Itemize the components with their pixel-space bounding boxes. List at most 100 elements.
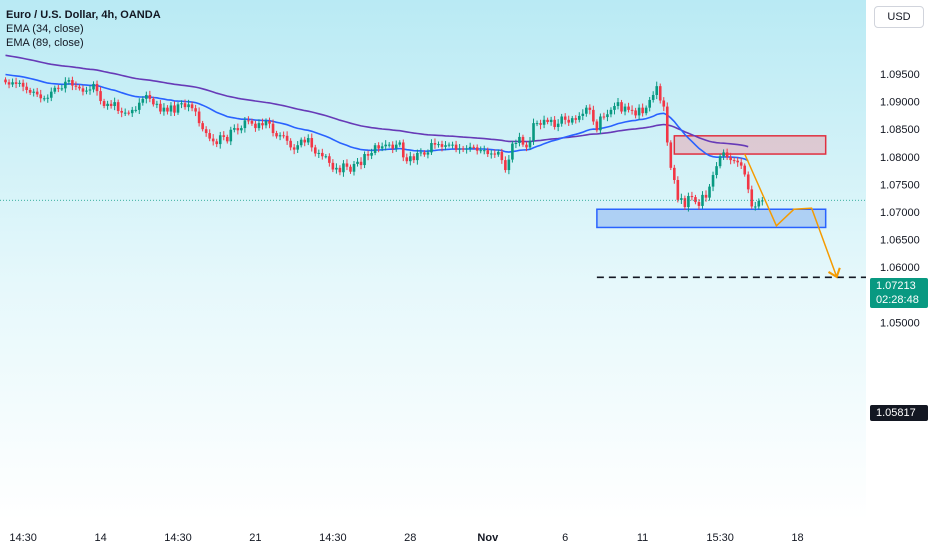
candle-body[interactable] xyxy=(134,109,138,111)
candle-body[interactable] xyxy=(331,162,335,170)
candle-body[interactable] xyxy=(345,163,349,167)
candle-body[interactable] xyxy=(204,129,208,134)
candle-body[interactable] xyxy=(394,144,398,149)
candle-body[interactable] xyxy=(25,86,28,91)
candle-body[interactable] xyxy=(141,98,145,103)
candle-body[interactable] xyxy=(349,166,352,172)
candle-body[interactable] xyxy=(623,106,627,112)
candle-body[interactable] xyxy=(409,156,412,162)
candle-body[interactable] xyxy=(197,111,201,124)
candle-body[interactable] xyxy=(81,88,85,92)
candle-body[interactable] xyxy=(401,142,405,158)
candle-body[interactable] xyxy=(67,80,71,82)
candle-body[interactable] xyxy=(761,200,764,202)
candle-body[interactable] xyxy=(592,109,595,122)
candle-body[interactable] xyxy=(585,107,588,114)
candle-body[interactable] xyxy=(655,86,659,95)
candle-body[interactable] xyxy=(437,144,440,146)
candle-body[interactable] xyxy=(222,135,226,137)
candle-body[interactable] xyxy=(71,80,74,86)
candle-body[interactable] xyxy=(732,160,736,162)
currency-button[interactable]: USD xyxy=(874,6,924,28)
candle-body[interactable] xyxy=(708,186,711,198)
candle-body[interactable] xyxy=(648,99,651,108)
candle-body[interactable] xyxy=(387,144,391,146)
candle-body[interactable] xyxy=(711,175,715,187)
candle-body[interactable] xyxy=(57,87,60,89)
candle-body[interactable] xyxy=(690,195,694,198)
candle-body[interactable] xyxy=(328,156,331,163)
candle-body[interactable] xyxy=(169,105,173,112)
candle-body[interactable] xyxy=(123,112,127,114)
candle-body[interactable] xyxy=(574,118,578,120)
candle-body[interactable] xyxy=(4,79,7,83)
candle-body[interactable] xyxy=(687,195,690,208)
candle-body[interactable] xyxy=(190,104,194,109)
candle-body[interactable] xyxy=(620,102,623,112)
candle-body[interactable] xyxy=(363,154,366,166)
candle-body[interactable] xyxy=(366,154,370,156)
candle-body[interactable] xyxy=(416,152,419,161)
candle-body[interactable] xyxy=(85,90,88,92)
candle-body[interactable] xyxy=(507,159,511,171)
candle-body[interactable] xyxy=(447,144,451,146)
candle-body[interactable] xyxy=(162,107,166,112)
candle-body[interactable] xyxy=(7,82,11,85)
candle-body[interactable] xyxy=(472,146,475,148)
candle-body[interactable] xyxy=(250,120,254,124)
candle-body[interactable] xyxy=(665,106,669,143)
candle-body[interactable] xyxy=(296,145,299,150)
candle-body[interactable] xyxy=(546,119,549,123)
candle-body[interactable] xyxy=(567,119,571,123)
candle-body[interactable] xyxy=(673,167,676,180)
candle-body[interactable] xyxy=(570,118,574,123)
candle-body[interactable] xyxy=(268,120,271,124)
candle-body[interactable] xyxy=(74,85,78,87)
candle-body[interactable] xyxy=(49,91,53,98)
candle-body[interactable] xyxy=(92,83,95,90)
candle-body[interactable] xyxy=(504,160,507,171)
candle-body[interactable] xyxy=(465,148,468,150)
candle-body[interactable] xyxy=(556,123,560,127)
candle-body[interactable] xyxy=(613,106,616,110)
candle-body[interactable] xyxy=(380,146,384,149)
candle-body[interactable] xyxy=(560,116,563,124)
candle-body[interactable] xyxy=(78,86,81,89)
candle-body[interactable] xyxy=(254,123,257,129)
candle-body[interactable] xyxy=(444,145,447,147)
candle-body[interactable] xyxy=(285,135,289,141)
candle-body[interactable] xyxy=(137,102,141,110)
candle-body[interactable] xyxy=(539,123,542,125)
candle-body[interactable] xyxy=(722,152,725,157)
candle-body[interactable] xyxy=(398,142,402,145)
candle-body[interactable] xyxy=(39,94,43,99)
candle-body[interactable] xyxy=(757,200,761,207)
candle-body[interactable] xyxy=(261,123,264,126)
candle-body[interactable] xyxy=(581,113,585,116)
candle-body[interactable] xyxy=(18,82,21,84)
candle-body[interactable] xyxy=(609,109,613,115)
candle-body[interactable] xyxy=(127,112,131,114)
candle-body[interactable] xyxy=(88,89,92,91)
candle-body[interactable] xyxy=(373,145,377,153)
candle-body[interactable] xyxy=(743,165,747,175)
candle-body[interactable] xyxy=(257,123,261,129)
candle-body[interactable] xyxy=(599,116,602,131)
candle-body[interactable] xyxy=(299,139,303,146)
candle-body[interactable] xyxy=(377,145,380,149)
candle-body[interactable] xyxy=(577,115,581,120)
candle-body[interactable] xyxy=(148,94,152,99)
candle-body[interactable] xyxy=(482,150,486,152)
candle-body[interactable] xyxy=(532,123,535,141)
candle-body[interactable] xyxy=(391,144,395,149)
candle-body[interactable] xyxy=(11,82,14,85)
candle-body[interactable] xyxy=(289,140,292,148)
candle-body[interactable] xyxy=(120,110,123,113)
candle-body[interactable] xyxy=(152,98,155,105)
candle-body[interactable] xyxy=(306,138,310,143)
candle-body[interactable] xyxy=(479,150,483,152)
candle-body[interactable] xyxy=(669,142,673,168)
candle-body[interactable] xyxy=(454,144,458,150)
candle-body[interactable] xyxy=(637,107,641,116)
candle-body[interactable] xyxy=(704,194,708,198)
